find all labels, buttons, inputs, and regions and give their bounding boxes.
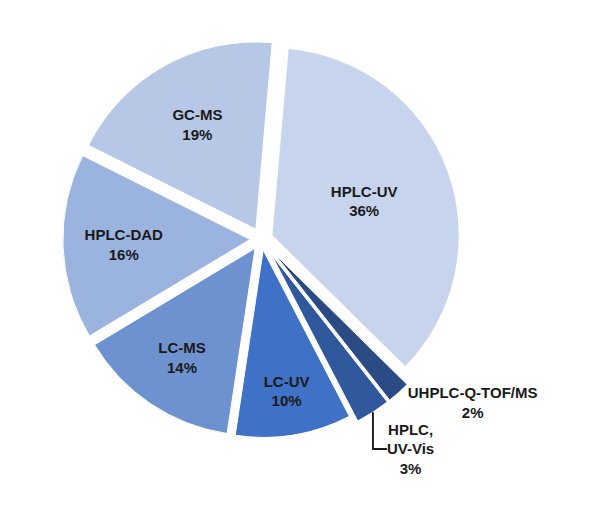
svg-text:HPLC-DAD16%: HPLC-DAD16% [85,226,163,263]
svg-text:HPLC,UV-Vis3%: HPLC,UV-Vis3% [387,421,434,477]
svg-text:HPLC-UV36%: HPLC-UV36% [331,183,398,220]
svg-text:UHPLC-Q-TOF/MS2%: UHPLC-Q-TOF/MS2% [408,384,538,421]
svg-text:GC-MS19%: GC-MS19% [172,106,222,143]
svg-text:LC-UV10%: LC-UV10% [264,373,310,410]
svg-text:LC-MS14%: LC-MS14% [158,339,206,376]
